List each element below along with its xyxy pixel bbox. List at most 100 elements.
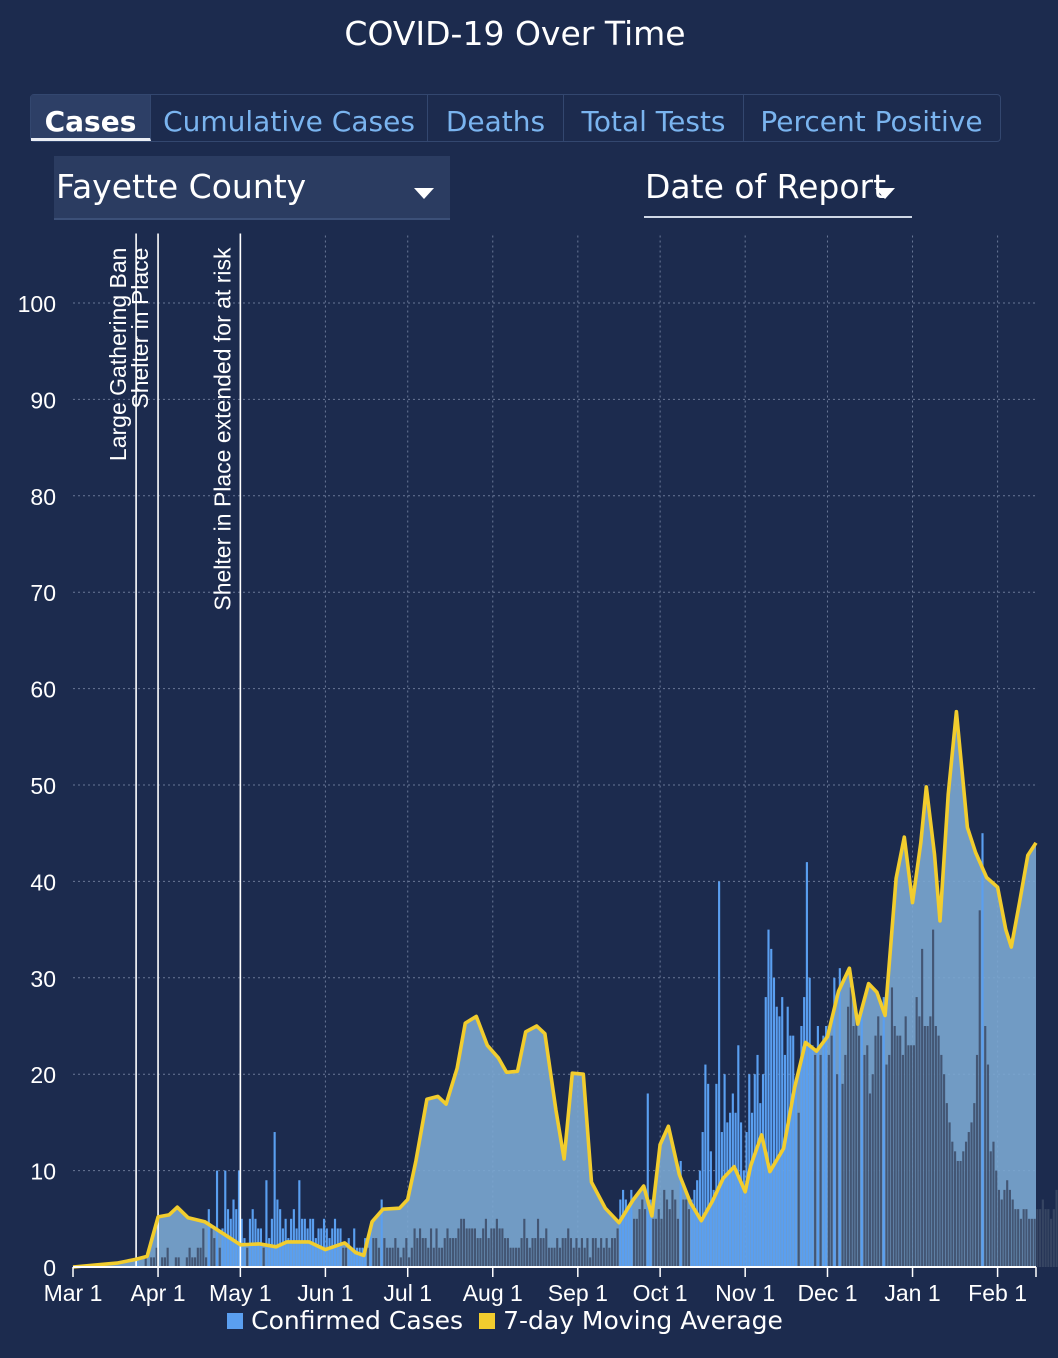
bar (1022, 1209, 1025, 1267)
bar (992, 1141, 995, 1267)
y-tick-label: 30 (30, 966, 56, 992)
bar (923, 1026, 926, 1267)
bar (627, 1209, 630, 1267)
bar (399, 1257, 402, 1267)
bar (237, 1170, 241, 1267)
bar (594, 1238, 597, 1267)
bar (144, 1257, 147, 1267)
bar (1008, 1189, 1011, 1267)
bar (825, 1026, 828, 1267)
bar (731, 1093, 734, 1267)
bar (904, 1016, 907, 1267)
tab-percent-positive[interactable]: Percent Positive (760, 105, 983, 138)
bar (663, 1189, 666, 1267)
bar (328, 1238, 331, 1267)
county-select[interactable]: Fayette County (54, 156, 450, 220)
bar (660, 1218, 663, 1267)
bar (643, 1209, 647, 1267)
bar (901, 1054, 904, 1267)
bar (174, 1257, 177, 1267)
bar (868, 1093, 872, 1267)
bar (388, 1247, 391, 1267)
bar (484, 1218, 487, 1267)
bar (432, 1247, 435, 1267)
bar (424, 1238, 427, 1267)
bar (613, 1238, 616, 1267)
bar (279, 1209, 282, 1267)
bar (737, 1045, 740, 1267)
chart-legend: Confirmed Cases 7-day Moving Average (0, 1306, 1010, 1335)
bar (792, 1035, 795, 1267)
bar (487, 1238, 490, 1267)
bar (745, 1132, 748, 1267)
bar (542, 1238, 545, 1267)
y-tick-label: 10 (30, 1159, 56, 1185)
bar (1000, 1199, 1003, 1267)
bar (778, 1016, 781, 1267)
y-tick-label: 100 (18, 291, 56, 317)
bar (819, 1054, 822, 1267)
bar (435, 1228, 438, 1267)
bar (347, 1238, 350, 1267)
bar (443, 1238, 446, 1267)
bar (273, 1132, 276, 1267)
bar (624, 1199, 627, 1267)
bar (962, 1151, 965, 1267)
bar (888, 1054, 891, 1267)
bar (1036, 1209, 1039, 1267)
bar (462, 1218, 466, 1267)
bar (446, 1228, 449, 1267)
bar (218, 1247, 221, 1267)
bar (742, 1170, 745, 1267)
x-tick-label: Jun 1 (297, 1280, 353, 1306)
bar (926, 1026, 929, 1267)
date-type-select-value: Date of Report (645, 167, 887, 206)
tab-total-tests[interactable]: Total Tests (564, 95, 744, 141)
bar (964, 1141, 968, 1267)
bar (890, 987, 894, 1267)
bar (956, 1160, 959, 1267)
bar (580, 1238, 583, 1267)
bar (479, 1238, 482, 1267)
bar (578, 1247, 581, 1267)
bar (619, 1199, 622, 1267)
bar (866, 1045, 869, 1267)
bar (668, 1209, 671, 1267)
bar (240, 1218, 243, 1267)
bar (899, 1035, 902, 1267)
bar (616, 1228, 619, 1267)
bar (665, 1199, 669, 1267)
bar (355, 1247, 359, 1267)
legend-item-moving-average[interactable]: 7-day Moving Average (479, 1306, 783, 1335)
bar (567, 1228, 570, 1267)
bar (471, 1228, 474, 1267)
bar (910, 1045, 913, 1267)
bar (161, 1257, 164, 1267)
bar (224, 1170, 227, 1267)
bar (460, 1218, 463, 1267)
x-tick-label: May 1 (209, 1280, 272, 1306)
bar (973, 1103, 976, 1267)
bar (855, 1016, 858, 1267)
legend-item-confirmed-cases[interactable]: Confirmed Cases (227, 1306, 463, 1335)
bar (690, 1199, 693, 1267)
bar (564, 1238, 567, 1267)
bar (729, 1112, 732, 1267)
bar (959, 1160, 962, 1267)
bar (657, 1209, 660, 1267)
bar (268, 1238, 271, 1267)
tab-cumulative-cases[interactable]: Cumulative Cases (151, 95, 428, 141)
x-tick-label: Nov 1 (715, 1280, 775, 1306)
bar (915, 997, 918, 1267)
bar (383, 1238, 386, 1267)
tab-deaths[interactable]: Deaths (428, 95, 564, 141)
bar (454, 1238, 457, 1267)
date-type-select[interactable]: Date of Report (644, 158, 912, 218)
bar (196, 1247, 199, 1267)
annotation-label: Shelter in Place extended for at risk (209, 247, 235, 611)
moving-average-series (72, 709, 1038, 1269)
bar (822, 1035, 825, 1267)
bar (800, 1026, 803, 1267)
tab-cases[interactable]: Cases (31, 95, 151, 141)
bar (984, 1026, 987, 1267)
